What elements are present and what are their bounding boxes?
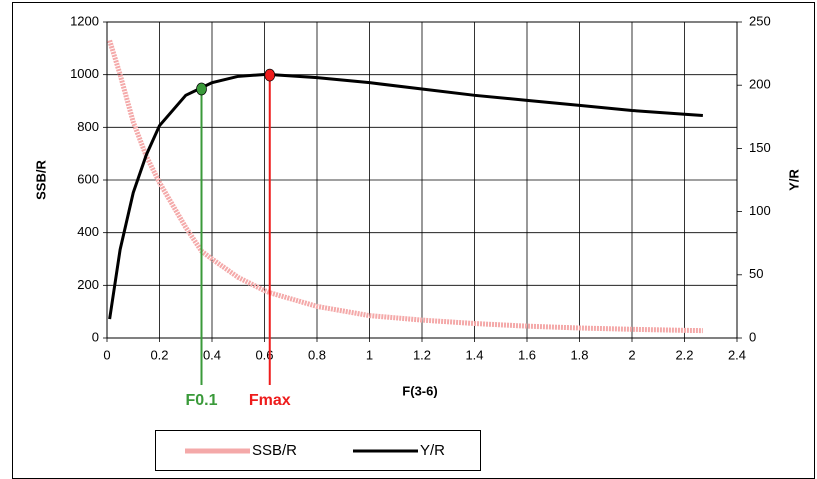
- x-tick-label: 1.8: [570, 347, 588, 362]
- annotation-label: Fmax: [249, 392, 291, 409]
- y-tick-label: 1200: [70, 13, 99, 28]
- y2-tick-label: 150: [749, 140, 771, 155]
- x-tick-label: 1: [366, 347, 373, 362]
- y2-axis-title: Y/R: [786, 169, 801, 191]
- data-line: [108, 72, 703, 320]
- data-line: [107, 39, 703, 334]
- y2-tick-label: 250: [749, 13, 771, 28]
- x-tick-label: 1.4: [465, 347, 483, 362]
- y-tick-label: 200: [77, 277, 99, 292]
- y-axis-title: SSB/R: [33, 160, 48, 200]
- x-tick-label: 0.2: [150, 347, 168, 362]
- y-tick-label: 0: [92, 329, 99, 344]
- annotation-marker: [264, 68, 276, 82]
- x-tick-label: 2.4: [728, 347, 746, 362]
- chart-frame: [12, 2, 815, 479]
- y-tick-label: 800: [77, 119, 99, 134]
- x-tick-label: 1.6: [518, 347, 536, 362]
- x-axis-title: F(3-6): [402, 383, 437, 398]
- y2-tick-label: 100: [749, 203, 771, 218]
- legend-label: Y/R: [420, 442, 445, 459]
- x-tick-label: 0: [103, 347, 110, 362]
- x-tick-label: 2: [628, 347, 635, 362]
- x-tick-label: 0.6: [255, 347, 273, 362]
- x-tick-label: 0.8: [308, 347, 326, 362]
- x-tick-label: 0.4: [203, 347, 221, 362]
- y2-tick-label: 200: [749, 77, 771, 92]
- y2-tick-label: 50: [749, 266, 763, 281]
- legend-label: SSB/R: [252, 442, 297, 459]
- annotation-label: F0.1: [185, 392, 217, 409]
- plot-border: [106, 21, 738, 339]
- annotation-marker: [196, 82, 207, 96]
- y-tick-label: 1000: [70, 66, 99, 81]
- y2-tick-label: 0: [749, 329, 756, 344]
- y-tick-label: 400: [77, 224, 99, 239]
- y-tick-label: 600: [77, 171, 99, 186]
- x-tick-label: 2.2: [675, 347, 693, 362]
- x-tick-label: 1.2: [413, 347, 431, 362]
